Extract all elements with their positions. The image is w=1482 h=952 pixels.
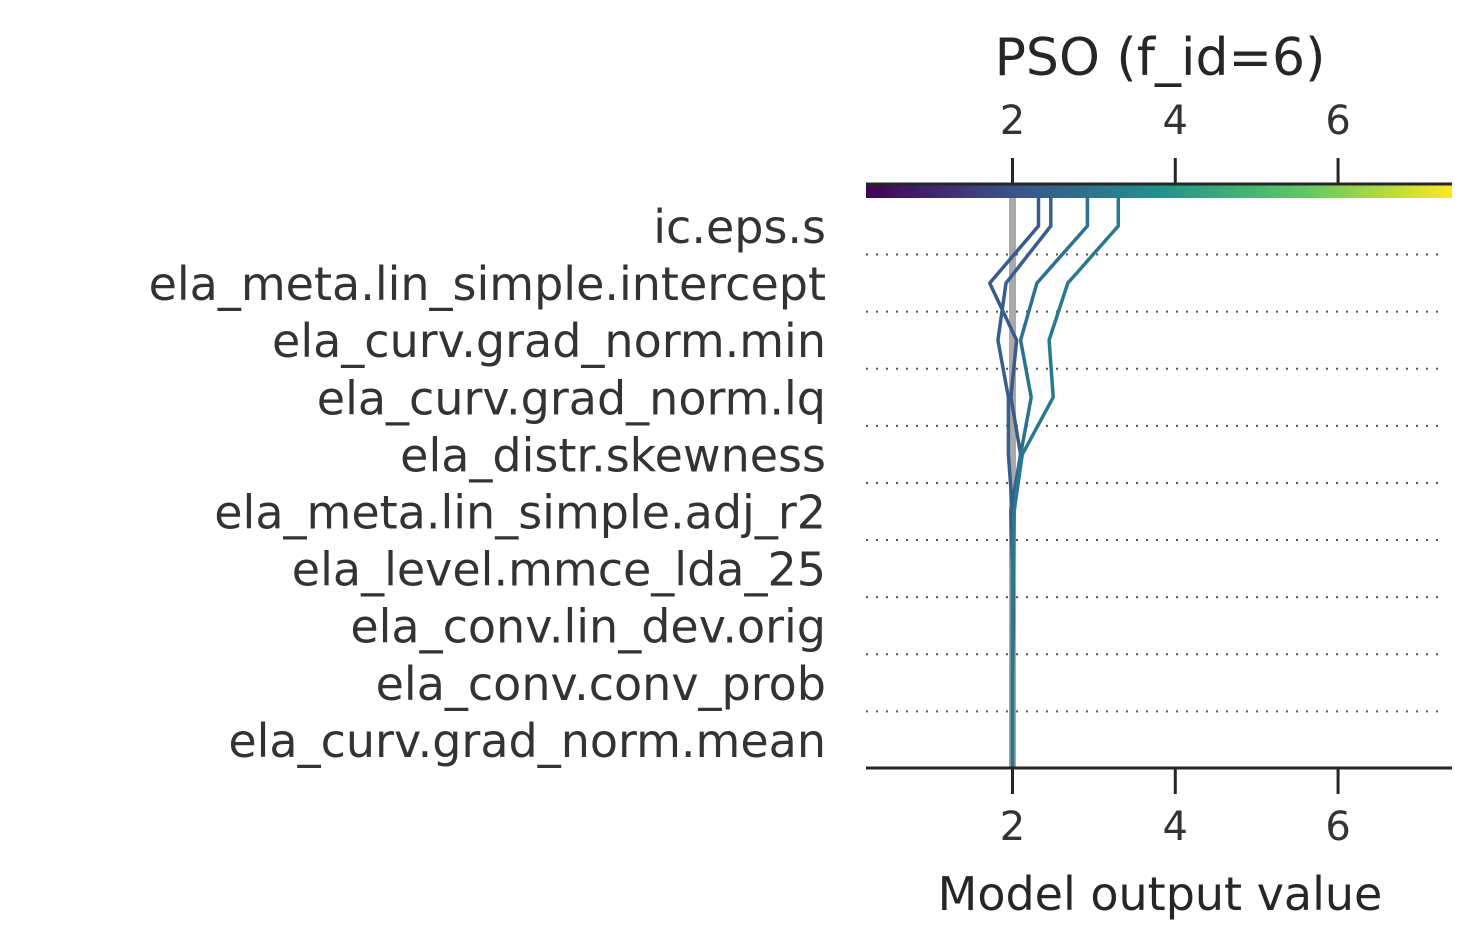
feature-label: ela_distr.skewness [400, 428, 826, 482]
top-tick-label: 4 [1163, 98, 1188, 144]
top-tick-label: 2 [1000, 98, 1025, 144]
series-line [996, 198, 1053, 768]
top-tick-label: 6 [1325, 98, 1350, 144]
feature-label: ela_meta.lin_simple.intercept [149, 257, 826, 311]
colorbar [866, 184, 1452, 198]
bottom-axis-ticks: 2 4 6 [1000, 768, 1351, 850]
feature-label: ela_conv.conv_prob [376, 657, 826, 711]
series-lines [987, 198, 1121, 768]
bottom-tick-label: 6 [1325, 804, 1350, 850]
bottom-tick-label: 4 [1163, 804, 1188, 850]
feature-label: ela_meta.lin_simple.adj_r2 [214, 486, 826, 540]
feature-label: ela_curv.grad_norm.lq [317, 371, 826, 425]
feature-label: ela_level.mmce_lda_25 [292, 543, 826, 597]
feature-gridlines [866, 253, 1446, 713]
feature-label: ela_curv.grad_norm.min [272, 314, 826, 368]
feature-label: ela_conv.lin_dev.orig [350, 600, 826, 654]
top-axis-ticks: 2 4 6 [1000, 98, 1351, 184]
feature-label: ela_curv.grad_norm.mean [228, 714, 826, 768]
feature-labels: ic.eps.sela_meta.lin_simple.interceptela… [149, 200, 826, 768]
chart-title: PSO (f_id=6) [995, 28, 1326, 88]
series-line [1010, 198, 1121, 768]
bottom-tick-label: 2 [1000, 804, 1025, 850]
x-axis-label: Model output value [938, 867, 1383, 921]
feature-label: ic.eps.s [653, 200, 826, 254]
